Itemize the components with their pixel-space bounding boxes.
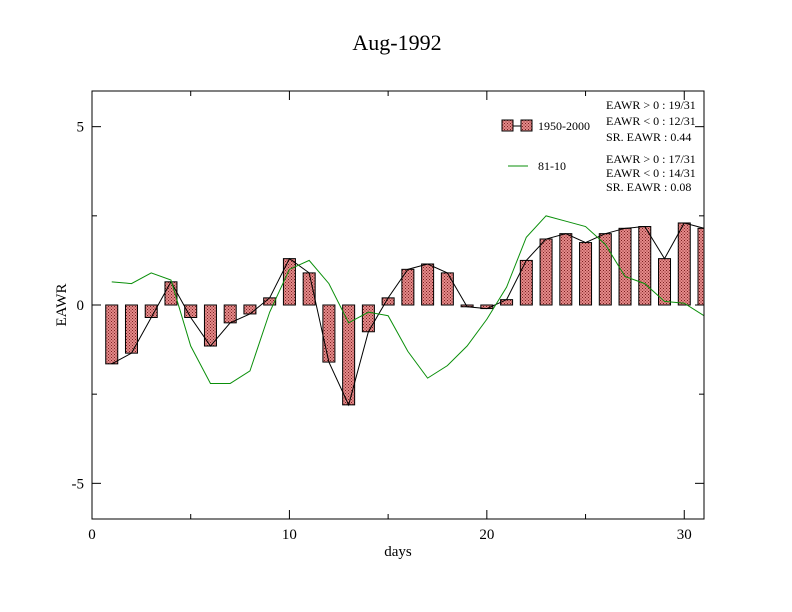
x-tick-label-0: 0 — [88, 527, 96, 543]
bar-day-11 — [302, 272, 316, 306]
line-series — [111, 215, 704, 407]
bar-day-7 — [223, 304, 237, 324]
stat-1950-neg: EAWR < 0 : 12/31 — [606, 114, 696, 128]
bar-day-5 — [184, 304, 198, 318]
stat-8110-neg: EAWR < 0 : 14/31 — [606, 166, 696, 180]
y-tick-label--5: -5 — [72, 476, 85, 492]
bar-series — [105, 222, 704, 406]
stat-1950-sr: SR. EAWR : 0.44 — [606, 130, 691, 144]
bar-day-12 — [322, 304, 336, 363]
bar-day-24 — [559, 233, 573, 306]
y-tick-label-0: 0 — [77, 298, 85, 314]
legend-bar-swatch-left — [501, 119, 514, 132]
bar-day-28 — [638, 226, 652, 306]
x-axis: 0 10 20 30 — [88, 91, 692, 543]
y-tick-label-5: 5 — [77, 120, 85, 136]
x-tick-label-30: 30 — [677, 527, 692, 543]
bar-day-15 — [381, 297, 395, 306]
stats-block: EAWR > 0 : 19/31 EAWR < 0 : 12/31 SR. EA… — [606, 98, 696, 194]
bar-day-3 — [144, 304, 158, 318]
bar-day-8 — [243, 304, 257, 315]
bar-day-17 — [421, 263, 435, 306]
bar-day-21 — [500, 299, 514, 306]
bar-day-18 — [440, 272, 454, 306]
legend: 1950-2000 81-10 — [501, 119, 590, 173]
bar-day-27 — [618, 227, 632, 306]
stat-8110-sr: SR. EAWR : 0.08 — [606, 180, 691, 194]
bar-day-10 — [282, 258, 296, 306]
line-1950-2000 — [111, 222, 704, 407]
line-81-10 — [111, 215, 704, 384]
stat-1950-pos: EAWR > 0 : 19/31 — [606, 98, 696, 112]
bar-day-14 — [361, 304, 375, 333]
chart-title: Aug-1992 — [352, 30, 441, 55]
bar-day-31 — [697, 227, 704, 306]
stat-8110-pos: EAWR > 0 : 17/31 — [606, 152, 696, 166]
x-tick-label-10: 10 — [282, 527, 297, 543]
x-axis-label: days — [384, 544, 412, 560]
bar-day-25 — [579, 242, 593, 306]
y-axis-label: EAWR — [54, 284, 70, 327]
legend-label-1950-2000: 1950-2000 — [538, 119, 590, 133]
bar-day-23 — [539, 238, 553, 306]
x-tick-label-20: 20 — [479, 527, 494, 543]
bar-day-1 — [105, 304, 119, 365]
bar-day-30 — [677, 222, 691, 306]
legend-label-81-10: 81-10 — [538, 159, 566, 173]
legend-bar-swatch-right — [520, 119, 533, 132]
y-axis: -5 0 5 — [72, 120, 704, 492]
bar-day-22 — [519, 259, 533, 306]
